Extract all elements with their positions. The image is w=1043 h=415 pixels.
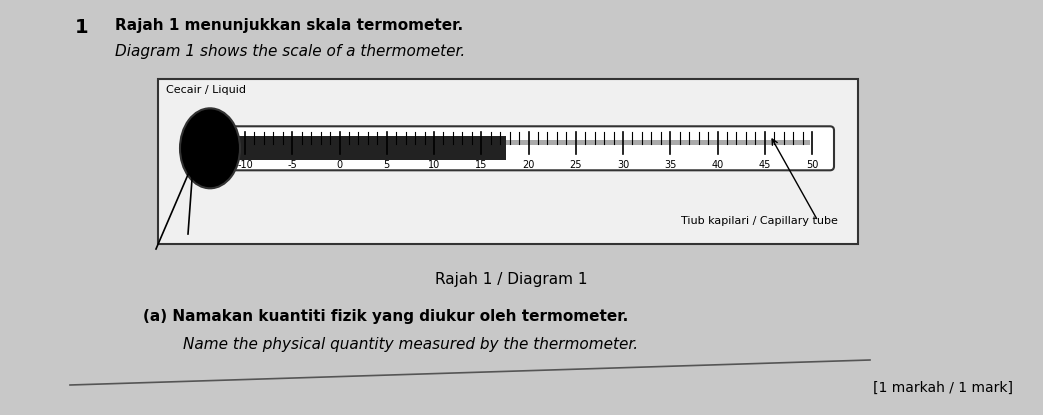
Text: 35: 35 — [664, 160, 677, 170]
Bar — [232, 136, 506, 160]
Text: 10: 10 — [428, 160, 440, 170]
Text: Rajah 1 / Diagram 1: Rajah 1 / Diagram 1 — [435, 272, 587, 287]
Text: [1 markah / 1 mark]: [1 markah / 1 mark] — [873, 381, 1013, 395]
Bar — [157, 79, 858, 244]
Text: 40: 40 — [711, 160, 724, 170]
Text: 50: 50 — [806, 160, 818, 170]
Text: Rajah 1 menunjukkan skala termometer.: Rajah 1 menunjukkan skala termometer. — [115, 18, 463, 33]
Text: Diagram 1 shows the scale of a thermometer.: Diagram 1 shows the scale of a thermomet… — [115, 44, 465, 59]
Text: 20: 20 — [523, 160, 535, 170]
Text: 25: 25 — [569, 160, 582, 170]
Ellipse shape — [180, 108, 240, 188]
Text: Name the physical quantity measured by the thermometer.: Name the physical quantity measured by t… — [183, 337, 638, 352]
Text: Tiub kapilari / Capillary tube: Tiub kapilari / Capillary tube — [681, 216, 838, 226]
Text: Cecair / Liquid: Cecair / Liquid — [166, 85, 246, 95]
Text: 30: 30 — [616, 160, 629, 170]
Text: -10: -10 — [237, 160, 252, 170]
FancyBboxPatch shape — [226, 126, 834, 170]
Text: 5: 5 — [384, 160, 390, 170]
Text: -5: -5 — [288, 160, 297, 170]
Text: 45: 45 — [758, 160, 771, 170]
Text: 0: 0 — [337, 160, 342, 170]
Text: 15: 15 — [475, 160, 487, 170]
Text: (a) Namakan kuantiti fizik yang diukur oleh termometer.: (a) Namakan kuantiti fizik yang diukur o… — [143, 309, 628, 324]
Bar — [506, 140, 810, 145]
Text: 1: 1 — [75, 18, 89, 37]
